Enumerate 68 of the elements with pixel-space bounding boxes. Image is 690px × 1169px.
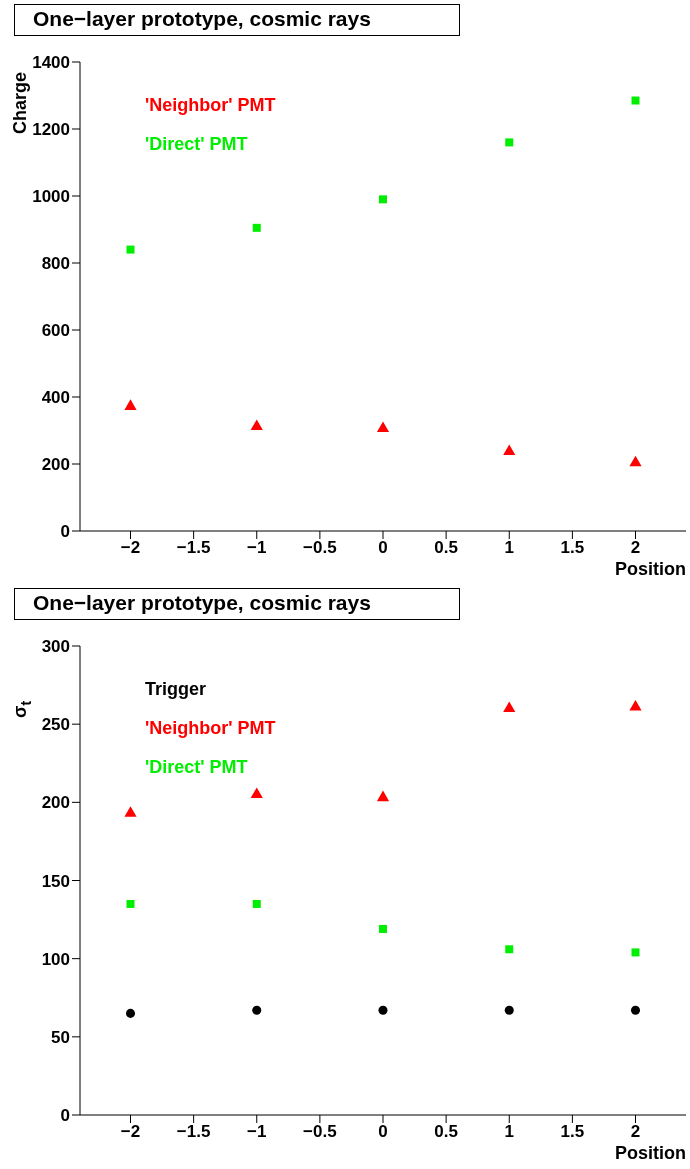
y-tick-label: 400 xyxy=(41,388,70,408)
text: 'Direct' PMT xyxy=(145,134,249,155)
point xyxy=(504,1005,514,1015)
point xyxy=(126,245,135,254)
point xyxy=(250,787,263,799)
y-tick-label: 100 xyxy=(41,949,70,969)
text: 'Neighbor' PMT xyxy=(145,95,276,116)
x-tick-label: 2 xyxy=(630,1122,641,1142)
x-tick-label: −0.5 xyxy=(303,1122,337,1142)
x-tick-label: 0 xyxy=(378,538,388,558)
text: 'Neighbor' PMT xyxy=(145,718,276,739)
point xyxy=(252,1005,262,1015)
x-tick-label: −2 xyxy=(120,1122,141,1142)
point xyxy=(126,899,135,908)
x-tick-label: 1 xyxy=(504,1122,514,1142)
point xyxy=(376,790,390,802)
y-tick-label: 150 xyxy=(41,871,70,891)
x-tick-label: −1 xyxy=(247,1122,267,1142)
point xyxy=(631,96,640,105)
chart-title: One−layer prototype, cosmic rays xyxy=(14,588,460,620)
x-tick-label: 1.5 xyxy=(560,1122,585,1142)
y-tick-label: 1200 xyxy=(32,120,70,140)
x-tick-label: 0.5 xyxy=(434,1122,458,1142)
point xyxy=(631,948,640,957)
x-tick-label: −0.5 xyxy=(303,538,337,558)
x-tick-label: 1.5 xyxy=(560,538,585,558)
y-tick-label: 50 xyxy=(51,1027,70,1047)
point xyxy=(124,806,137,817)
text: Trigger xyxy=(145,679,207,700)
point xyxy=(503,444,516,456)
y-axis-title: Charge xyxy=(10,71,31,134)
point xyxy=(629,699,642,711)
x-tick-label: −2 xyxy=(120,538,141,558)
y-tick-label: 1400 xyxy=(32,53,70,73)
point xyxy=(250,419,263,430)
x-tick-label: 0 xyxy=(378,1122,388,1142)
text: 'Direct' PMT xyxy=(145,757,249,778)
x-tick-label: 1 xyxy=(504,538,514,558)
point xyxy=(252,899,261,908)
chart-title: One−layer prototype, cosmic rays xyxy=(14,4,460,36)
point xyxy=(379,195,387,204)
point xyxy=(124,399,137,410)
y-tick-label: 0 xyxy=(60,1106,70,1126)
x-axis-title: Position xyxy=(615,559,686,580)
point xyxy=(378,1005,388,1015)
y-tick-label: 200 xyxy=(41,455,70,475)
x-tick-label: 2 xyxy=(630,538,641,558)
point xyxy=(630,1005,641,1015)
point xyxy=(252,223,261,232)
y-tick-label: 0 xyxy=(60,522,70,542)
y-tick-label: 1000 xyxy=(32,187,70,207)
y-tick-label: 200 xyxy=(41,793,70,813)
point xyxy=(505,138,514,147)
point xyxy=(125,1008,136,1018)
point xyxy=(629,455,642,467)
y-tick-label: 300 xyxy=(41,637,70,657)
point xyxy=(505,945,514,954)
x-tick-label: −1.5 xyxy=(176,538,211,558)
point xyxy=(376,421,390,432)
y-tick-label: 600 xyxy=(41,321,70,341)
y-tick-label: 250 xyxy=(41,715,70,735)
x-tick-label: 0.5 xyxy=(434,538,458,558)
x-tick-label: −1 xyxy=(247,538,267,558)
x-axis-title: Position xyxy=(615,1143,686,1164)
point xyxy=(503,701,516,713)
y-tick-label: 800 xyxy=(41,254,70,274)
point xyxy=(379,924,387,933)
x-tick-label: −1.5 xyxy=(176,1122,211,1142)
